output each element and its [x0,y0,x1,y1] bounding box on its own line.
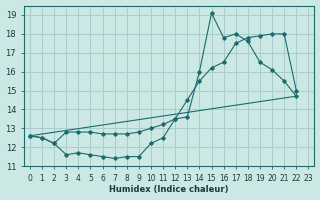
X-axis label: Humidex (Indice chaleur): Humidex (Indice chaleur) [109,185,229,194]
